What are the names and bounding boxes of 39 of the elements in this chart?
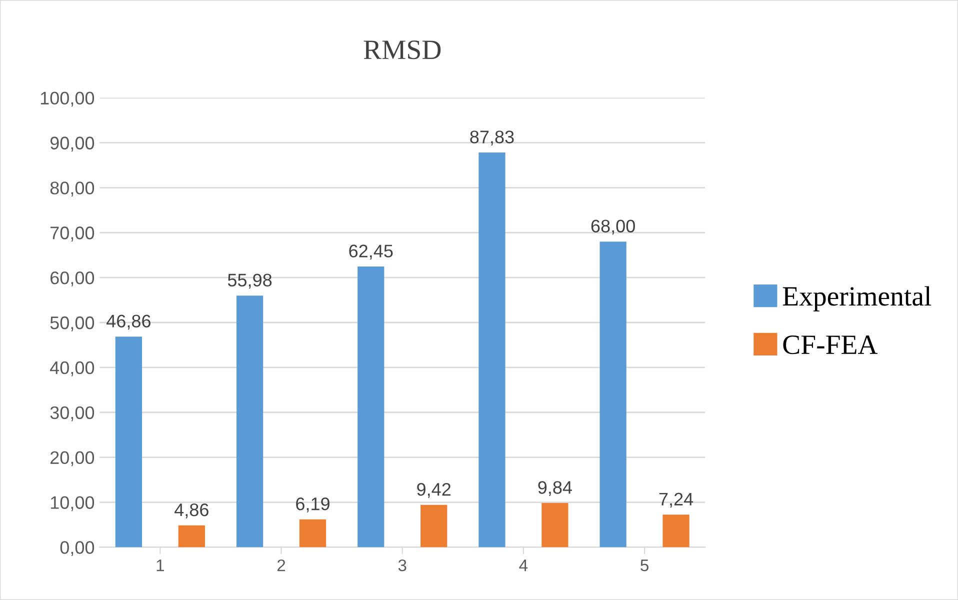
legend-label: CF-FEA bbox=[783, 335, 878, 354]
y-tick-label: 20,00 bbox=[50, 451, 94, 466]
bar bbox=[478, 152, 506, 548]
x-tick-label: 4 bbox=[519, 560, 528, 572]
x-tick-label: 2 bbox=[277, 559, 286, 572]
data-label: 62,45 bbox=[349, 244, 393, 260]
data-label: 9,42 bbox=[417, 482, 451, 498]
y-tick-label: 70,00 bbox=[50, 226, 94, 242]
y-tick-label: 40,00 bbox=[50, 361, 94, 376]
bar bbox=[115, 336, 142, 548]
data-label: 9,84 bbox=[538, 481, 572, 496]
chart-title: RMSD bbox=[364, 40, 441, 60]
bar bbox=[420, 504, 448, 548]
y-tick-label: 100,00 bbox=[40, 92, 94, 107]
bar bbox=[178, 525, 205, 548]
y-tick-label: 10,00 bbox=[50, 496, 94, 512]
data-label: 55,98 bbox=[228, 274, 272, 289]
data-label: 6,19 bbox=[296, 497, 330, 512]
data-label: 7,24 bbox=[659, 492, 694, 508]
y-tick-label: 80,00 bbox=[50, 182, 94, 197]
data-label: 87,83 bbox=[470, 130, 514, 146]
x-tick-label: 3 bbox=[398, 559, 406, 572]
bar bbox=[236, 296, 264, 548]
data-label: 46,86 bbox=[106, 314, 150, 330]
y-tick-label: 90,00 bbox=[50, 136, 94, 152]
bar bbox=[600, 242, 626, 548]
y-tick-label: 0,00 bbox=[60, 541, 94, 556]
bar bbox=[358, 266, 384, 548]
bar bbox=[299, 519, 326, 548]
y-tick-label: 30,00 bbox=[50, 406, 94, 422]
bar bbox=[542, 502, 568, 548]
x-tick-label: 1 bbox=[156, 560, 164, 572]
bar bbox=[662, 514, 690, 548]
data-label: 68,00 bbox=[591, 220, 635, 235]
legend-label: Experimental bbox=[782, 286, 932, 312]
x-tick-label: 5 bbox=[640, 560, 648, 572]
y-tick-label: 60,00 bbox=[50, 271, 94, 286]
y-tick-label: 50,00 bbox=[50, 316, 94, 332]
data-label: 4,86 bbox=[174, 503, 208, 518]
